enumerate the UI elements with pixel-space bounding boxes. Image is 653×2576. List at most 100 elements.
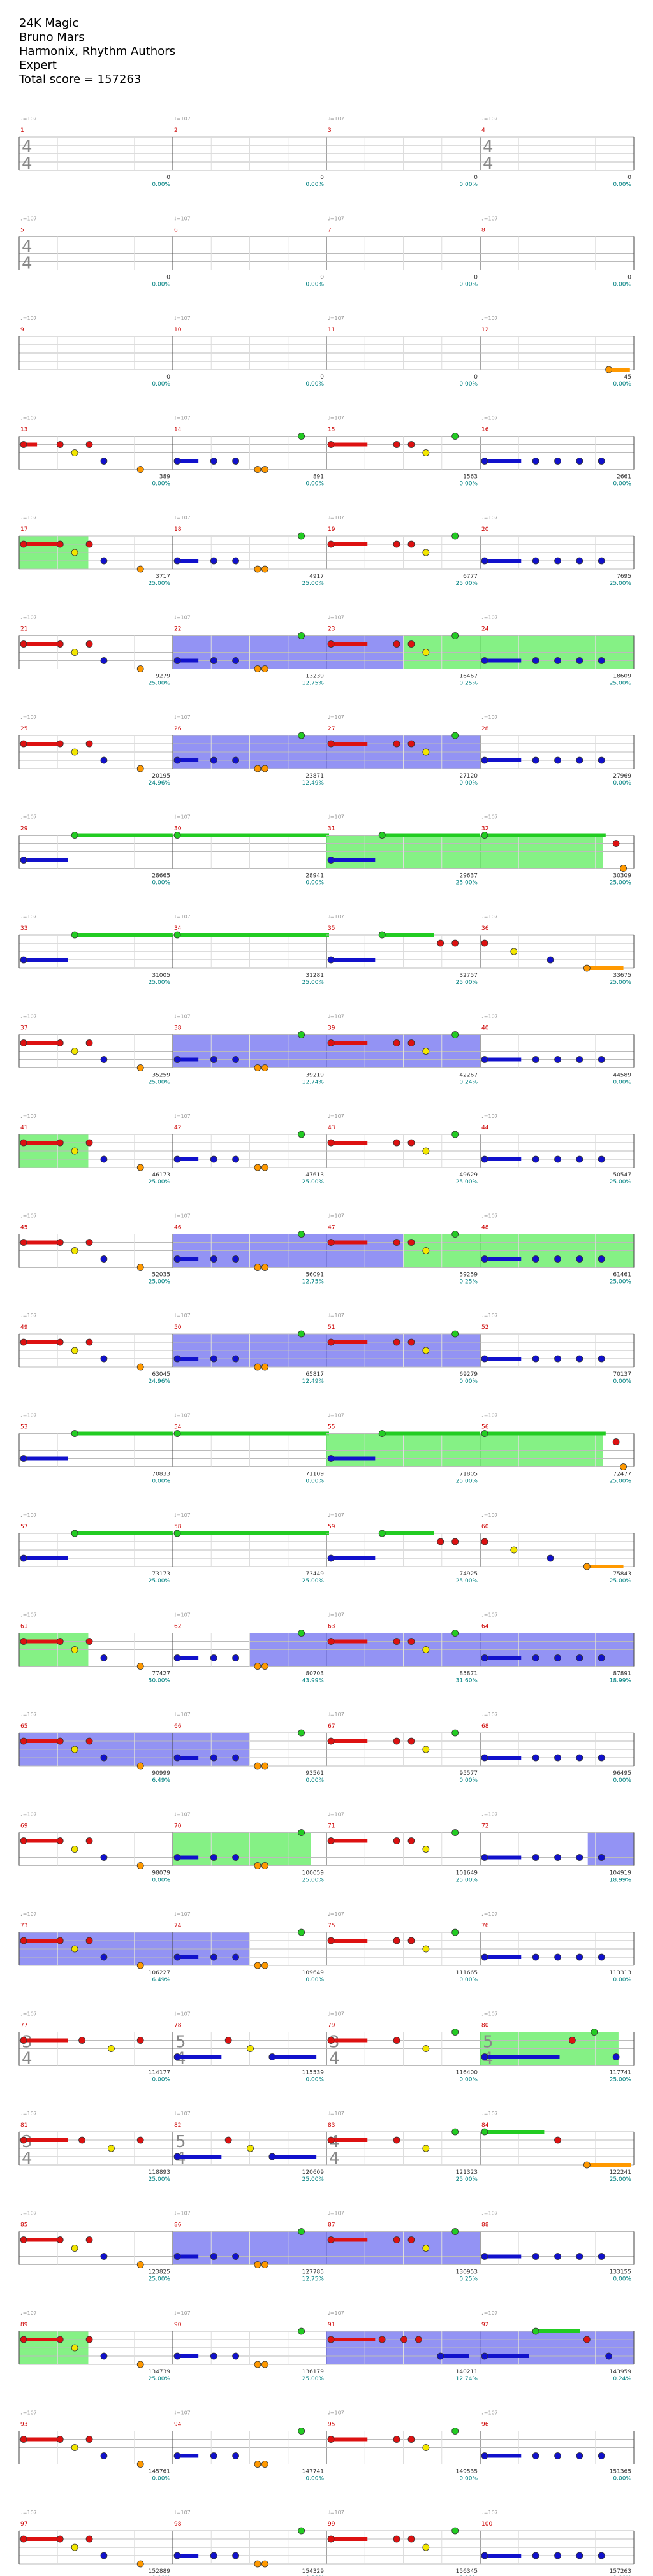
sustain-tail	[483, 1955, 522, 1959]
note-gem	[554, 657, 561, 664]
tempo-marking: ♩=107	[481, 814, 498, 820]
tempo-marking: ♩=107	[174, 1014, 191, 1020]
sustain-tail	[22, 442, 38, 447]
note-gem	[451, 1829, 459, 1836]
note-gem	[407, 1737, 415, 1745]
measure-score: 39219	[305, 1073, 324, 1079]
total-score: Total score = 157263	[19, 73, 142, 86]
note-gem	[393, 1239, 400, 1246]
measure-score: 134739	[149, 2369, 171, 2375]
measure-number: 17	[20, 526, 27, 533]
tempo-marking: ♩=107	[174, 1313, 191, 1319]
measure-score: 136179	[302, 2369, 325, 2375]
note-gem	[605, 2352, 613, 2360]
measure-number: 93	[20, 2422, 27, 2428]
sustain-tail	[329, 2038, 368, 2043]
tempo-marking: ♩=107	[328, 1113, 344, 1119]
note-gem	[254, 1264, 261, 1271]
note-gem	[598, 2552, 605, 2559]
note-gem	[327, 2535, 335, 2543]
note-gem	[481, 458, 488, 465]
measure-score: 117741	[610, 2070, 631, 2076]
note-gem	[393, 1638, 400, 1645]
measure-number: 86	[174, 2222, 182, 2229]
tempo-marking: ♩=107	[481, 315, 498, 321]
measure-percent: 24.96%	[149, 1378, 171, 1385]
measure-percent: 0.00%	[459, 182, 478, 188]
tempo-marking: ♩=107	[20, 2310, 37, 2316]
note-gem	[100, 1255, 108, 1263]
measure-percent: 25.00%	[149, 1578, 171, 1584]
sustain-tail	[175, 2554, 199, 2558]
measure-number: 72	[481, 1823, 488, 1830]
note-gem	[481, 1155, 488, 1163]
measure-score: 133155	[610, 2269, 631, 2276]
measure-percent: 25.00%	[610, 1479, 632, 1485]
note-gem	[71, 1147, 78, 1155]
note-gem	[136, 2136, 144, 2144]
note-gem	[393, 1737, 400, 1745]
sustain-tail	[175, 758, 199, 762]
measure-number: 20	[481, 526, 489, 533]
tempo-marking: ♩=107	[20, 1612, 37, 1618]
note-gem	[532, 756, 539, 764]
tempo-marking: ♩=107	[20, 615, 37, 621]
measure-percent: 25.00%	[302, 2176, 325, 2183]
note-gem	[407, 1338, 415, 1346]
measure-number: 9	[20, 327, 24, 333]
measure-score: 46173	[152, 1172, 170, 1178]
measure-100: ♩=1071001572630.00%	[480, 2510, 635, 2576]
note-gem	[20, 1139, 27, 1147]
note-gem	[71, 832, 78, 839]
note-gem	[107, 2145, 115, 2152]
measure-percent: 25.00%	[610, 581, 632, 587]
note-gem	[85, 1139, 93, 1147]
note-gem	[173, 2552, 181, 2559]
note-gem	[173, 1654, 181, 1661]
sustain-tail	[270, 2055, 317, 2059]
note-gem	[254, 2560, 261, 2568]
note-gem	[173, 2053, 181, 2060]
note-gem	[327, 2037, 335, 2044]
sustain-tail	[22, 742, 61, 746]
note-gem	[298, 1031, 305, 1038]
measure-number: 54	[174, 1424, 182, 1431]
note-gem	[378, 832, 386, 839]
note-gem	[20, 1837, 27, 1844]
measure-score: 4917	[309, 574, 324, 580]
measure-percent: 25.00%	[302, 1878, 325, 1884]
note-gem	[100, 2452, 108, 2459]
measure-number: 48	[481, 1225, 489, 1231]
note-gem	[232, 1953, 240, 1961]
note-gem	[532, 1854, 539, 1861]
measure-number: 19	[328, 526, 335, 533]
note-gem	[407, 2535, 415, 2543]
measure-score: 0	[166, 275, 170, 281]
note-gem	[620, 865, 627, 872]
measure-number: 38	[174, 1025, 182, 1032]
note-gem	[107, 2045, 115, 2052]
sustain-tail	[329, 1939, 368, 1943]
note-gem	[71, 1347, 78, 1354]
sustain-tail	[483, 2554, 522, 2558]
measure-number: 30	[174, 826, 182, 832]
note-gem	[173, 657, 181, 664]
note-gem	[71, 2543, 78, 2551]
sustain-tail	[175, 2454, 199, 2458]
tempo-marking: ♩=107	[174, 1512, 191, 1518]
note-gem	[576, 2552, 583, 2559]
note-gem	[173, 1056, 181, 1063]
sustain-tail	[329, 2537, 368, 2541]
sustain-tail	[380, 833, 480, 837]
note-gem	[598, 458, 605, 465]
measure-number: 99	[328, 2521, 335, 2528]
note-gem	[598, 1056, 605, 1063]
measure-percent: 0.00%	[305, 2476, 324, 2482]
note-gem	[254, 1663, 261, 1670]
